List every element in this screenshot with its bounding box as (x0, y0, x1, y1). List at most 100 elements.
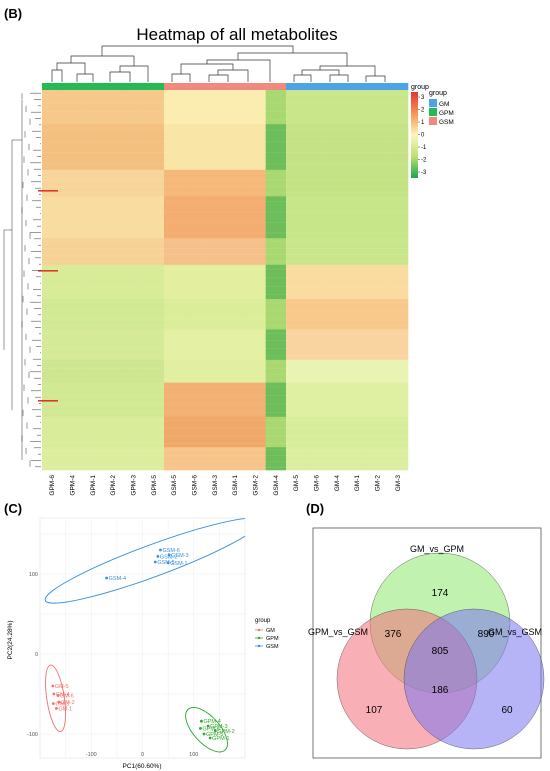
pca-legend-label: GPM (266, 636, 279, 642)
heatmap-cell (225, 264, 246, 300)
heatmap-cell (265, 90, 287, 125)
heatmap-cell (42, 382, 63, 418)
heatmap-cell (245, 447, 266, 471)
heatmap-cell (82, 382, 104, 418)
heatmap-cell (225, 329, 246, 361)
heatmap-cell (245, 196, 266, 239)
heatmap-cell (123, 359, 144, 383)
heatmap-cell (204, 169, 226, 197)
heatmap-cell (245, 238, 266, 266)
heatmap-cell (265, 359, 287, 383)
heatmap-cell (143, 359, 165, 383)
heatmap-cell (143, 447, 165, 471)
pca-point (166, 561, 170, 565)
heatmap-cell (204, 329, 226, 361)
heatmap-column-label: GM-1 (354, 475, 361, 492)
heatmap-cell (326, 124, 348, 171)
heatmap-cell (184, 196, 205, 239)
pca-point (202, 732, 206, 736)
heatmap-cell (184, 169, 205, 197)
pca-point (199, 727, 202, 730)
group-legend-label: GM (439, 101, 449, 108)
heatmap-cell (347, 238, 368, 266)
heatmap-column-label: GM-4 (334, 475, 341, 492)
group-legend-title: group (429, 90, 447, 97)
heatmap-column-label: GPM-2 (110, 475, 117, 496)
heatmap-highlight-row (38, 270, 58, 272)
venn-count-only-gm-vs-gsm: 60 (501, 705, 513, 716)
heatmap-cell (103, 382, 124, 418)
venn-count-gm-gpm-and-gpm-gsm: 376 (385, 629, 402, 640)
heatmap-cell (42, 238, 63, 266)
heatmap-cell (326, 169, 348, 197)
heatmap-cell (367, 329, 388, 361)
pca-point (57, 700, 61, 704)
heatmap-cell (82, 447, 104, 471)
heatmap-cell (103, 416, 124, 448)
heatmap-cell (326, 90, 348, 125)
pca-point-label: GM-2 (61, 700, 75, 706)
heatmap-cell (387, 329, 409, 361)
group-bar-cell (387, 83, 409, 90)
heatmap-cell (367, 90, 388, 125)
heatmap-column-label: GM-5 (293, 475, 300, 492)
heatmap-column-label: GPM-4 (70, 475, 77, 496)
heatmap-cell (164, 359, 185, 383)
heatmap-cell (164, 416, 185, 448)
group-bar-cell (62, 83, 83, 90)
heatmap-highlight-row (38, 190, 58, 192)
pca-legend-label: GSM (266, 644, 279, 650)
heatmap-highlight-row (38, 400, 58, 402)
heatmap-cell (143, 299, 165, 330)
heatmap-cell (123, 124, 144, 171)
group-bar-cell (164, 83, 185, 90)
heatmap-cell (245, 169, 266, 197)
heatmap-cell (103, 90, 124, 125)
heatmap-cell (245, 382, 266, 418)
heatmap-cell (245, 416, 266, 448)
heatmap-cell (286, 90, 307, 125)
heatmap-cell (164, 329, 185, 361)
venn-count-all-three: 805 (432, 646, 449, 657)
venn-set-label-gm-vs-gpm: GM_vs_GPM (410, 544, 464, 554)
pca-axis-ticks: -100 0 100 100 0 -100 (27, 572, 198, 758)
heatmap-cell (62, 416, 83, 448)
heatmap-cell (204, 299, 226, 330)
heatmap-cell (306, 447, 327, 471)
heatmap-cell (62, 90, 83, 125)
pca-y-tick: 100 (29, 572, 38, 578)
heatmap-cell (225, 416, 246, 448)
heatmap-column-label: GSM-3 (212, 475, 219, 496)
heatmap-cell (184, 299, 205, 330)
pca-ellipse-gm (45, 664, 66, 732)
pca-point (167, 553, 171, 557)
heatmap-cell (42, 124, 63, 171)
heatmap-cell (164, 299, 185, 330)
heatmap-cell (245, 299, 266, 330)
venn-count-only-gm-vs-gpm: 174 (432, 588, 449, 599)
heatmap-cell (387, 124, 409, 171)
pca-point (51, 684, 55, 688)
heatmap-cell (164, 238, 185, 266)
heatmap-cell (387, 90, 409, 125)
venn-set-label-gm-vs-gsm: GM_vs_GSM (488, 627, 542, 637)
group-annotation-bar (42, 83, 409, 90)
heatmap-cell (143, 169, 165, 197)
heatmap-cell (62, 124, 83, 171)
heatmap-cell (225, 359, 246, 383)
group-bar-cell (184, 83, 205, 90)
heatmap-cell (62, 382, 83, 418)
heatmap-cell (326, 299, 348, 330)
heatmap-cell (184, 382, 205, 418)
heatmap-cell (367, 169, 388, 197)
heatmap-cell (347, 359, 368, 383)
heatmap-cell (286, 329, 307, 361)
pca-points: GM-5GM-4GM-6GM-3GM-2GM-1GPM-4GPM-3GPM-6G… (51, 548, 235, 742)
heatmap-cell (286, 124, 307, 171)
heatmap-cell (184, 238, 205, 266)
heatmap-cell (143, 329, 165, 361)
heatmap-cell (306, 196, 327, 239)
heatmap-cell (326, 382, 348, 418)
group-legend-label: GSM (439, 119, 454, 126)
scale-tick-label: 3 (421, 95, 425, 101)
